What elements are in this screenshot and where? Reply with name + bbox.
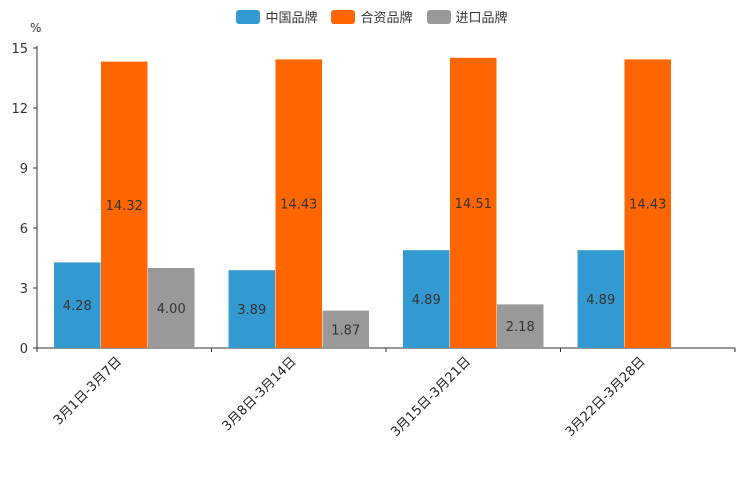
data-label: 4.89 [412,293,441,308]
legend-swatch-china-brand [236,9,261,24]
legend-item-import-brand[interactable]: 进口品牌 [426,7,508,26]
legend-label-joint-venture-brand: 合资品牌 [360,11,413,26]
x-tick-label: 3月8日-3月14日 [220,354,300,434]
y-tick-label: 9 [20,162,28,177]
legend-item-joint-venture-brand[interactable]: 合资品牌 [331,7,413,26]
bar [497,304,544,348]
x-tick-label: 3月1日-3月7日 [51,354,125,428]
data-label: 3.89 [237,303,266,318]
bar [101,61,148,348]
data-label: 14.51 [455,197,492,212]
y-tick-label: 12 [11,102,28,117]
x-tick-label: 3月15日-3月21日 [388,354,474,440]
bar [624,59,671,349]
bar [228,270,275,348]
y-tick-label: 0 [20,342,28,357]
y-axis-unit: % [30,21,42,35]
data-label: 4.28 [63,299,92,314]
legend-label-import-brand: 进口品牌 [455,11,508,26]
data-label: 2.18 [506,320,535,335]
bar [322,310,369,348]
data-label: 14.32 [106,199,143,214]
data-label: 14.43 [280,198,317,213]
bar [403,250,450,348]
y-tick-label: 3 [20,282,28,297]
legend: 中国品牌 合资品牌 进口品牌 [0,7,744,26]
legend-label-china-brand: 中国品牌 [265,11,318,26]
bar [54,262,101,348]
legend-swatch-import-brand [426,9,451,24]
y-tick-label: 6 [20,222,28,237]
bar [275,59,322,349]
data-label: 4.00 [157,302,186,317]
data-label: 4.89 [586,293,615,308]
x-tick-label: 3月22日-3月28日 [563,354,649,440]
legend-swatch-joint-venture-brand [331,9,356,24]
data-label: 1.87 [331,323,360,338]
bar [450,57,497,349]
bar [577,250,624,348]
legend-item-china-brand[interactable]: 中国品牌 [236,7,317,26]
y-tick-label: 15 [11,42,28,57]
bar [148,268,195,348]
data-label: 14.43 [629,198,666,213]
